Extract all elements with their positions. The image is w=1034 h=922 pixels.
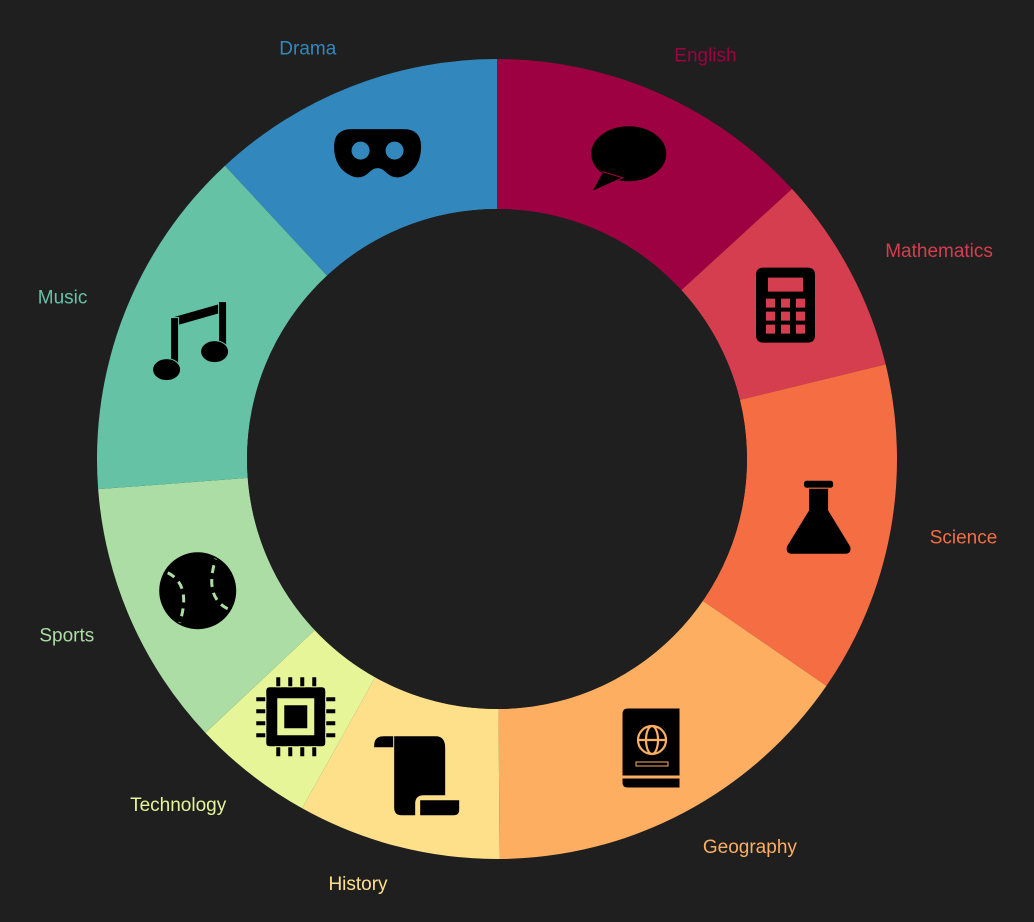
label-sports: Sports xyxy=(39,625,94,646)
slices-layer xyxy=(97,58,897,859)
icons-layer xyxy=(152,125,852,817)
label-music: Music xyxy=(38,287,88,308)
label-drama: Drama xyxy=(279,38,336,59)
mask-icon xyxy=(333,128,423,179)
label-mathematics: Mathematics xyxy=(885,241,993,262)
label-science: Science xyxy=(930,528,998,549)
label-history: History xyxy=(328,874,388,895)
labels-layer: English Mathematics Science Geography Histor… xyxy=(38,38,998,895)
microchip-icon xyxy=(255,676,337,758)
donut-hole xyxy=(247,209,747,709)
label-english: English xyxy=(674,45,736,66)
baseball-icon xyxy=(158,551,238,631)
slice-music xyxy=(97,165,328,490)
label-geography: Geography xyxy=(703,837,798,858)
atlas-book-icon xyxy=(620,706,682,790)
label-technology: Technology xyxy=(130,795,227,816)
